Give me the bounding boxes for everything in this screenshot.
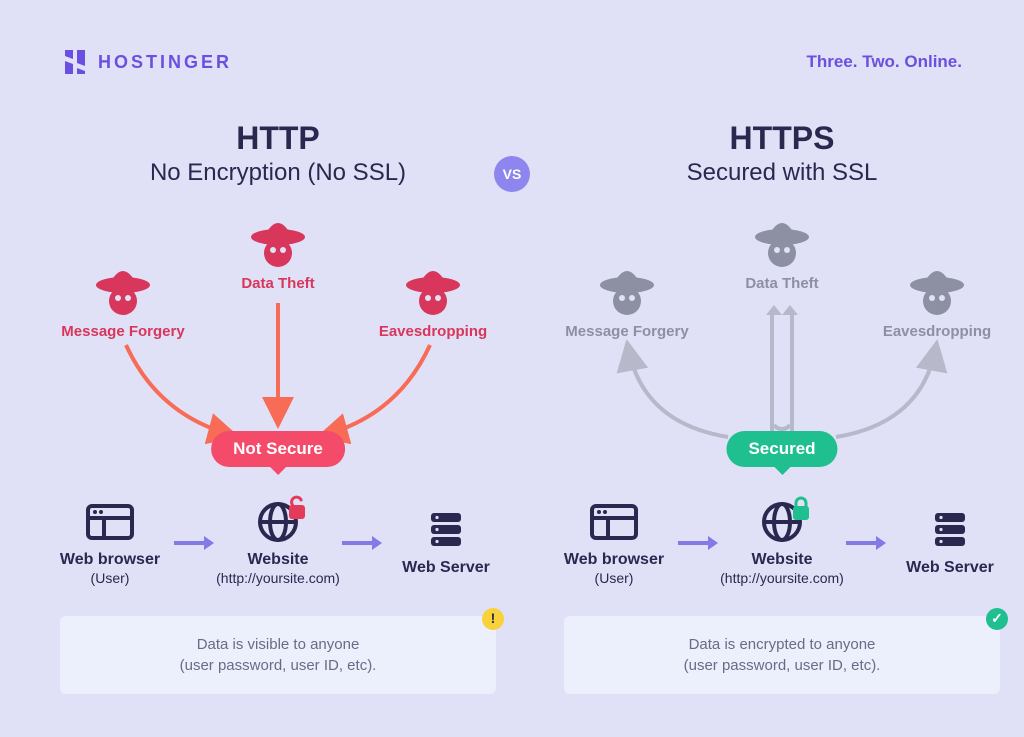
browser-icon [86,502,134,542]
flow-arrow-icon [676,534,720,552]
hacker-icon [597,263,657,317]
server-node: Web Server [888,507,1012,578]
https-panel: HTTPS Secured with SSL Data Theft Messag… [552,120,1012,694]
server-icon [425,509,467,551]
https-subtitle: Secured with SSL [552,159,1012,187]
website-node: Website (http://yoursite.com) [720,499,844,586]
lock-closed-icon [790,495,812,521]
flow-arrow-icon [340,534,384,552]
brand-logo: HOSTINGER [62,48,232,76]
hacker-icon [403,263,463,317]
warning-icon: ! [482,608,504,630]
hacker-icon [93,263,153,317]
header: HOSTINGER Three. Two. Online. [62,48,962,76]
browser-node: Web browser (User) [552,499,676,586]
https-note: Data is encrypted to anyone (user passwo… [564,616,1000,694]
hostinger-icon [62,48,88,76]
server-node: Web Server [384,507,508,578]
threat-eavesdrop: Eavesdropping [358,263,508,340]
not-secure-badge: Not Secure [211,431,345,467]
flow-arrow-icon [172,534,216,552]
https-threats: Data Theft Message Forgery Eavesdropping… [552,215,1012,455]
hacker-icon [907,263,967,317]
browser-icon [590,502,638,542]
hacker-icon [248,215,308,269]
browser-node: Web browser (User) [48,499,172,586]
threat-forgery: Message Forgery [48,263,198,340]
website-node: Website (http://yoursite.com) [216,499,340,586]
server-icon [929,509,971,551]
threat-forgery: Message Forgery [552,263,702,340]
http-flow: Web browser (User) Website (http://yours… [48,499,508,586]
threat-eavesdrop: Eavesdropping [862,263,1012,340]
brand-text: HOSTINGER [98,52,232,73]
check-icon: ✓ [986,608,1008,630]
secured-badge: Secured [726,431,837,467]
threat-data-theft: Data Theft [707,215,857,292]
lock-open-icon [286,495,308,521]
http-title: HTTP [48,120,508,157]
https-flow: Web browser (User) Website (http://yours… [552,499,1012,586]
http-panel: HTTP No Encryption (No SSL) Data Theft M… [48,120,508,694]
tagline: Three. Two. Online. [806,52,962,72]
http-subtitle: No Encryption (No SSL) [48,159,508,187]
https-title: HTTPS [552,120,1012,157]
threat-data-theft: Data Theft [203,215,353,292]
hacker-icon [752,215,812,269]
http-note: Data is visible to anyone (user password… [60,616,496,694]
http-threats: Data Theft Message Forgery Eavesdropping… [48,215,508,455]
flow-arrow-icon [844,534,888,552]
